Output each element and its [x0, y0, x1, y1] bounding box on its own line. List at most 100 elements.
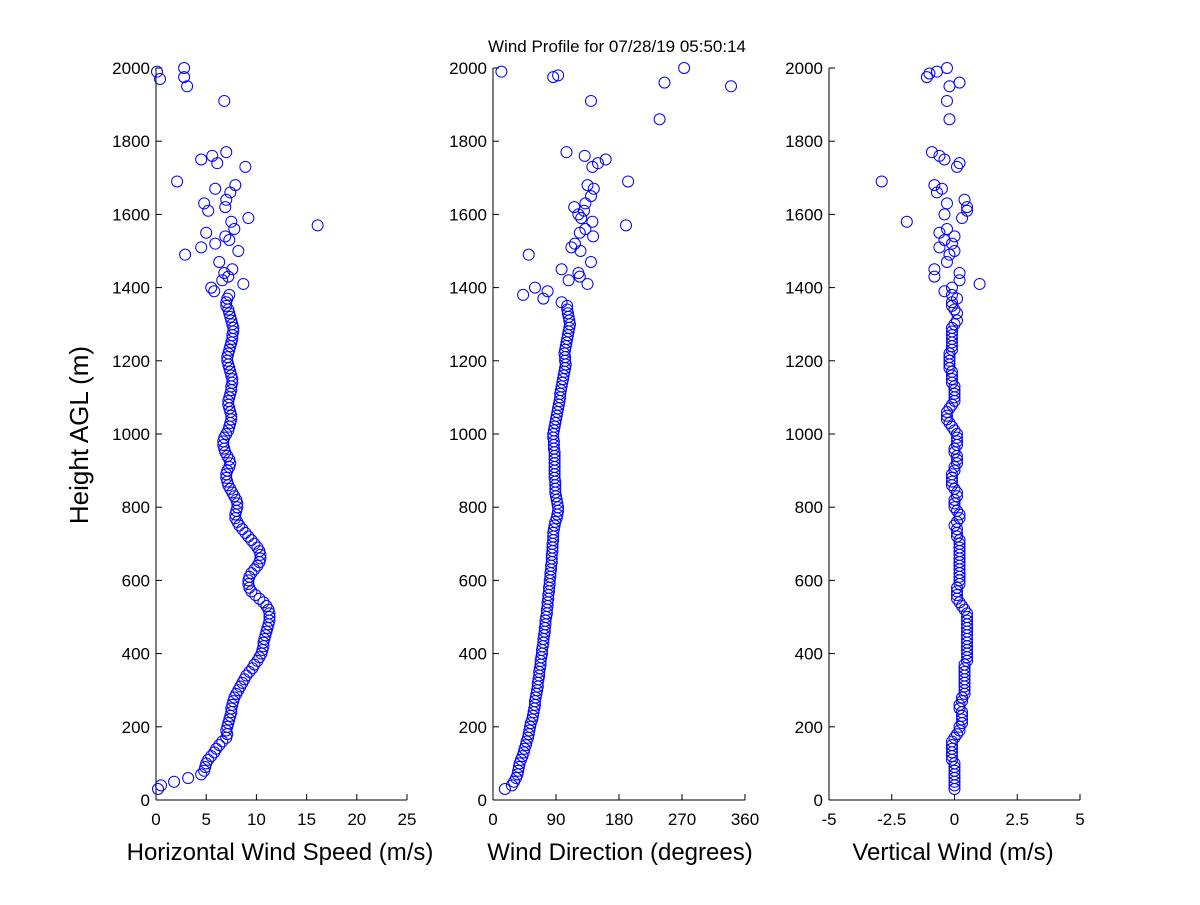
speed-data-point	[229, 179, 242, 192]
vertical-x-tick-label: 2.5	[1005, 810, 1029, 829]
vertical-data-point	[945, 739, 958, 752]
direction-y-tick-label: 2000	[449, 59, 487, 78]
direction-data-point	[522, 248, 535, 261]
speed-data-point	[225, 314, 238, 327]
speed-data-point	[261, 621, 274, 634]
direction-data-point	[555, 263, 568, 276]
direction-data-point	[592, 157, 604, 170]
speed-x-tick-label: 15	[297, 810, 316, 829]
direction-y-tick-label: 600	[459, 571, 487, 590]
vertical-y-tick-label: 800	[795, 498, 823, 517]
vertical-data-point	[948, 380, 961, 393]
speed-data-point	[202, 753, 215, 766]
vertical-x-tick-label: -2.5	[877, 810, 906, 829]
vertical-data-point	[953, 157, 966, 170]
direction-data-point	[581, 179, 594, 192]
vertical-data-point	[953, 596, 966, 609]
speed-data-point	[260, 625, 273, 638]
vertical-data-point	[945, 398, 958, 411]
direction-data-point	[585, 190, 597, 203]
direction-data-point	[512, 764, 525, 777]
vertical-data-point	[948, 757, 961, 770]
vertical-data-point	[923, 67, 936, 80]
speed-data-point	[242, 212, 255, 225]
direction-data-point	[547, 71, 560, 84]
vertical-data-point	[951, 585, 964, 598]
vertical-y-tick-label: 200	[795, 718, 823, 737]
vertical-data-point	[945, 420, 958, 433]
speed-data-point	[213, 739, 226, 752]
direction-data-point	[568, 237, 581, 250]
speed-data-point	[223, 420, 236, 433]
vertical-data-point	[953, 724, 966, 737]
vertical-data-point	[961, 611, 974, 623]
speed-data-point	[205, 281, 218, 294]
speed-data-point	[213, 255, 226, 268]
vertical-data-point	[945, 288, 958, 301]
speed-data-point	[195, 153, 208, 166]
vertical-data-point	[945, 471, 958, 484]
direction-data-point	[505, 779, 518, 792]
vertical-data-point	[948, 245, 961, 257]
direction-data-point	[547, 523, 560, 536]
direction-data-point	[578, 149, 591, 162]
vertical-data-point	[948, 424, 961, 437]
speed-data-point	[218, 94, 231, 107]
direction-data-point	[519, 739, 532, 752]
direction-y-tick-label: 1800	[449, 132, 487, 151]
speed-y-tick-label: 800	[122, 498, 150, 517]
direction-data-point	[541, 285, 554, 298]
speed-data-point	[171, 175, 184, 188]
speed-x-tick-label: 5	[201, 810, 210, 829]
speed-data-point	[245, 567, 258, 580]
speed-data-point	[227, 695, 240, 708]
vertical-data-point	[958, 662, 971, 675]
speed-data-point	[222, 717, 235, 730]
speed-panel: Horizontal Wind Speed (m/s) 020040060080…	[112, 59, 433, 866]
direction-data-point	[508, 775, 520, 788]
speed-data-point	[242, 578, 255, 591]
speed-data-point	[223, 391, 236, 404]
speed-data-point	[222, 270, 235, 283]
speed-data-point	[220, 299, 233, 312]
direction-data-point	[653, 113, 666, 126]
vertical-data-point	[943, 351, 956, 364]
vertical-data-point	[951, 581, 964, 594]
speed-y-tick-label: 1600	[112, 205, 150, 224]
vertical-data-point	[928, 270, 941, 283]
direction-data-point	[622, 175, 635, 188]
speed-data-point	[223, 288, 236, 301]
vertical-data-point	[951, 431, 964, 444]
speed-y-tick-label: 600	[122, 571, 150, 590]
vertical-data-point	[973, 277, 986, 290]
speed-data-point	[218, 266, 231, 279]
speed-data-point	[151, 65, 164, 78]
vertical-data-point	[951, 457, 964, 470]
vertical-data-point	[948, 482, 961, 495]
vertical-data-point	[948, 460, 961, 473]
direction-data-point	[517, 746, 530, 759]
direction-y-tick-label: 800	[459, 498, 487, 517]
vertical-data-point	[953, 541, 966, 554]
speed-x-tick-label: 0	[151, 810, 160, 829]
direction-data-point	[599, 153, 612, 166]
vertical-data-point	[951, 515, 964, 528]
direction-data-point	[725, 80, 737, 93]
speed-data-point	[254, 552, 267, 565]
vertical-data-point	[943, 347, 956, 360]
speed-data-point	[223, 343, 236, 356]
vertical-data-point	[943, 113, 956, 126]
vertical-data-point	[948, 387, 961, 400]
direction-data-point	[585, 94, 597, 107]
vertical-data-point	[945, 325, 958, 338]
speed-data-point	[243, 665, 256, 678]
vertical-y-tick-label: 2000	[785, 59, 823, 78]
direction-data-point	[560, 146, 573, 159]
speed-data-point	[217, 438, 230, 451]
vertical-data-point	[958, 665, 971, 678]
direction-data-point	[562, 274, 575, 287]
speed-y-tick-label: 400	[122, 645, 150, 664]
vertical-data-point	[945, 475, 958, 488]
vertical-y-tick-label: 1600	[785, 205, 823, 224]
direction-data-point	[529, 281, 541, 294]
